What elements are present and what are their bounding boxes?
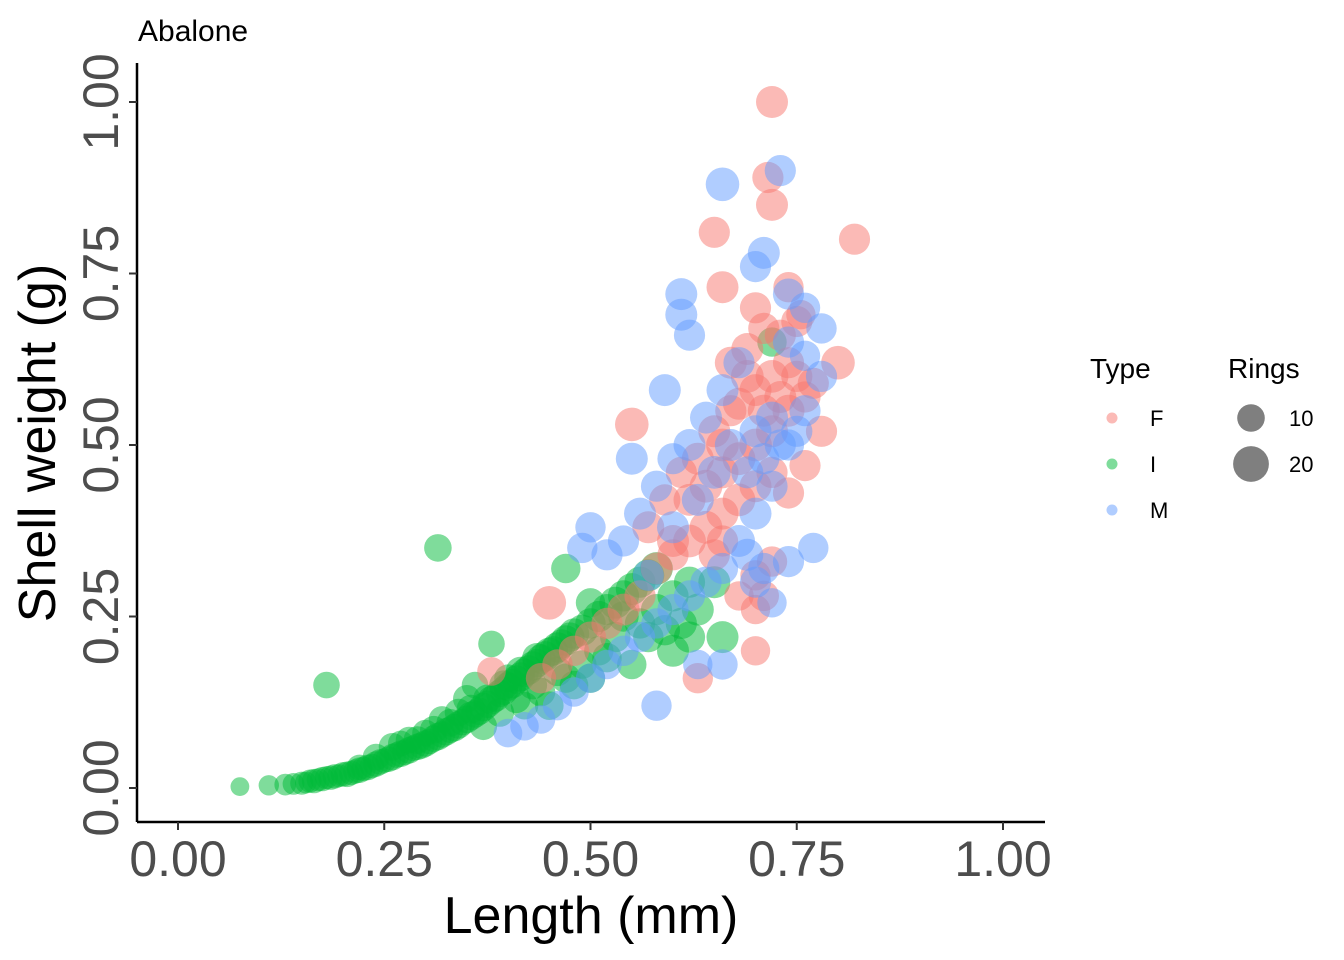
point-M-10 bbox=[648, 374, 681, 407]
point-I-124 bbox=[575, 588, 606, 618]
point-M-0 bbox=[705, 167, 740, 202]
x-tick-label: 0.50 bbox=[542, 831, 639, 887]
legend-color-keys: FIM bbox=[1106, 406, 1168, 523]
x-axis-title: Length (mm) bbox=[444, 887, 739, 945]
point-F-46 bbox=[525, 663, 557, 694]
point-M-14 bbox=[757, 588, 787, 618]
point-M-1 bbox=[764, 155, 796, 187]
point-M-55 bbox=[681, 483, 714, 516]
x-tick-label: 0.00 bbox=[129, 831, 226, 887]
legend-label-F: F bbox=[1150, 406, 1163, 431]
point-M-64 bbox=[748, 552, 780, 585]
point-M-17 bbox=[683, 649, 713, 680]
point-F-11 bbox=[532, 586, 567, 620]
point-M-30 bbox=[756, 401, 788, 434]
point-F-3 bbox=[698, 216, 730, 248]
legend-title-rings: Rings bbox=[1228, 353, 1300, 384]
point-I-87 bbox=[478, 630, 505, 658]
x-tick-label: 0.75 bbox=[748, 831, 845, 887]
legend-size-label-10: 10 bbox=[1289, 406, 1313, 431]
legend-key-M bbox=[1106, 504, 1118, 516]
point-M-57 bbox=[714, 429, 747, 461]
point-M-11 bbox=[615, 442, 648, 475]
y-axis-ticks: 0.00 0.25 0.50 0.75 1.00 bbox=[73, 53, 137, 837]
legend: Type Rings FIM 10 20 bbox=[1090, 353, 1313, 523]
point-I-123 bbox=[551, 553, 581, 584]
point-M-23 bbox=[640, 470, 673, 502]
point-M-35 bbox=[789, 340, 821, 371]
point-I-1 bbox=[258, 775, 279, 796]
point-M-15 bbox=[641, 690, 672, 721]
point-F-69 bbox=[748, 312, 780, 344]
x-tick-label: 0.25 bbox=[336, 831, 433, 887]
point-F-4 bbox=[838, 223, 871, 255]
point-M-22 bbox=[624, 497, 656, 530]
legend-size-key-20 bbox=[1233, 446, 1269, 482]
point-M-61 bbox=[781, 415, 813, 447]
y-tick-label: 1.00 bbox=[73, 53, 129, 150]
point-M-54 bbox=[657, 511, 689, 544]
legend-size-key-10 bbox=[1237, 404, 1265, 432]
point-I-129 bbox=[436, 709, 465, 737]
point-M-37 bbox=[739, 497, 772, 530]
point-M-27 bbox=[706, 374, 739, 407]
point-M-25 bbox=[673, 429, 706, 461]
legend-key-I bbox=[1106, 458, 1118, 470]
x-axis-ticks: 0.00 0.25 0.50 0.75 1.00 bbox=[129, 822, 1052, 887]
legend-size-keys: 10 20 bbox=[1233, 404, 1313, 482]
point-F-12 bbox=[477, 657, 506, 686]
point-F-5 bbox=[706, 271, 739, 304]
data-points bbox=[230, 86, 871, 796]
point-M-36 bbox=[756, 470, 788, 502]
point-M-9 bbox=[806, 313, 837, 344]
point-F-13 bbox=[740, 636, 771, 666]
y-axis-title: Shell weight (g) bbox=[9, 264, 67, 622]
point-M-21 bbox=[607, 525, 640, 557]
point-M-28 bbox=[723, 347, 755, 379]
legend-size-label-20: 20 bbox=[1289, 452, 1313, 477]
point-I-85 bbox=[313, 671, 340, 699]
y-tick-label: 0.75 bbox=[73, 225, 129, 322]
point-M-3 bbox=[739, 251, 772, 283]
x-tick-label: 1.00 bbox=[954, 831, 1051, 887]
point-M-33 bbox=[805, 360, 838, 392]
point-M-19 bbox=[567, 532, 598, 564]
point-I-83 bbox=[706, 621, 739, 654]
point-M-26 bbox=[690, 401, 722, 434]
point-M-52 bbox=[493, 718, 523, 748]
point-F-10 bbox=[615, 407, 649, 442]
legend-key-F bbox=[1106, 412, 1118, 424]
y-tick-label: 0.25 bbox=[73, 568, 129, 665]
legend-title-type: Type bbox=[1090, 353, 1151, 384]
point-F-0 bbox=[756, 86, 788, 118]
point-M-6 bbox=[673, 319, 706, 351]
point-I-0 bbox=[230, 777, 250, 796]
point-M-53 bbox=[632, 559, 664, 591]
plot-title: Abalone bbox=[138, 15, 248, 48]
point-M-56 bbox=[697, 456, 731, 489]
point-M-16 bbox=[707, 649, 738, 680]
point-M-8 bbox=[789, 292, 821, 323]
y-tick-label: 0.50 bbox=[73, 396, 129, 493]
y-tick-label: 0.00 bbox=[73, 739, 129, 836]
point-I-94 bbox=[346, 754, 373, 781]
legend-label-I: I bbox=[1150, 452, 1156, 477]
point-I-86 bbox=[424, 534, 452, 562]
point-M-13 bbox=[772, 546, 805, 578]
legend-label-M: M bbox=[1150, 498, 1168, 523]
point-F-2 bbox=[756, 188, 788, 221]
point-M-12 bbox=[798, 532, 829, 564]
